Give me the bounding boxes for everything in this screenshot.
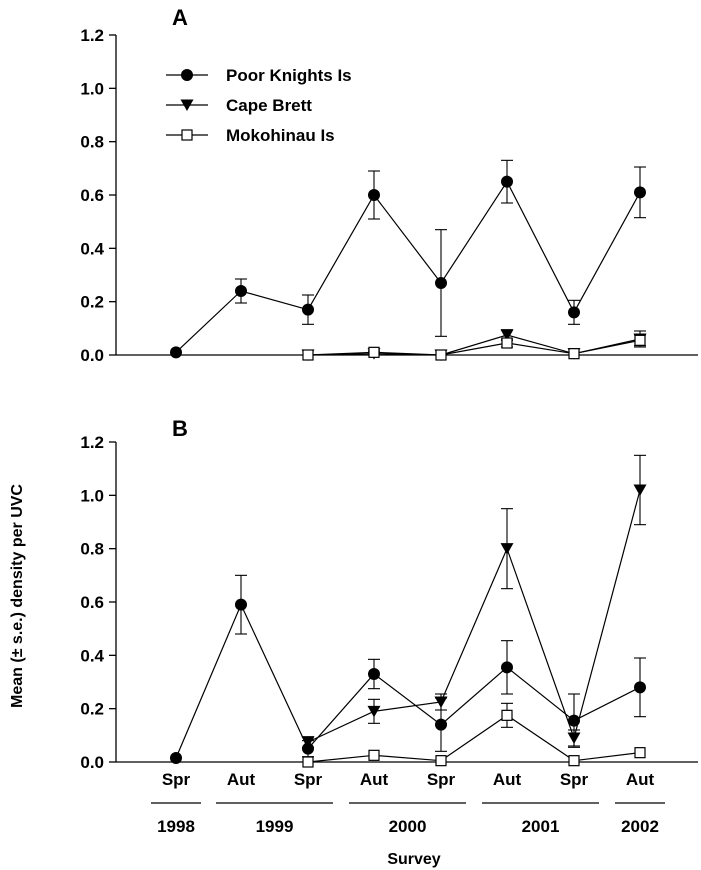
y-tick-label: 0.0	[80, 753, 104, 772]
data-point	[634, 681, 646, 694]
x-category-label: Aut	[360, 770, 389, 789]
data-point	[568, 348, 580, 360]
data-point	[435, 349, 447, 361]
series-line-poor-knights-is	[175, 603, 641, 759]
data-point	[568, 306, 580, 319]
panel-a-series	[170, 159, 647, 361]
data-point	[368, 668, 380, 680]
data-point	[235, 285, 247, 297]
y-tick-label: 0.8	[80, 540, 104, 559]
y-tick-label: 0.0	[80, 346, 104, 365]
legend-label-mokohinau: Mokohinau Is	[226, 126, 335, 145]
series-cape-brett	[301, 329, 647, 361]
year-label: 1999	[256, 817, 294, 836]
panel-a-label: A	[172, 5, 188, 30]
legend-item-cape-brett: Cape Brett	[166, 96, 312, 115]
series-poor-knights-is	[170, 574, 646, 764]
data-point	[568, 714, 580, 727]
data-point	[302, 742, 314, 755]
filled-circle-marker-icon	[181, 69, 193, 81]
data-point	[434, 696, 448, 708]
panel-a-y-ticks: 0.0 0.2 0.4 0.6 0.8 1.0 1.2	[80, 26, 116, 365]
x-category-label: Aut	[493, 770, 522, 789]
y-tick-label: 0.6	[80, 593, 104, 612]
x-axis-label: Survey	[387, 851, 440, 868]
data-point	[302, 349, 314, 361]
data-point	[633, 484, 647, 496]
y-tick-label: 0.2	[80, 700, 104, 719]
data-point	[500, 329, 514, 341]
x-category-label: Spr	[560, 770, 589, 789]
data-point	[302, 303, 314, 316]
x-category-label: Aut	[626, 770, 655, 789]
y-tick-label: 0.8	[80, 133, 104, 152]
panel-b-series	[170, 454, 647, 768]
panel-a-axes	[115, 35, 698, 356]
series-mokohinau-is	[302, 702, 646, 768]
y-axis-label: Mean (± s.e.) density per UVC	[9, 484, 26, 708]
legend-item-mokohinau: Mokohinau Is	[166, 126, 335, 145]
data-point	[634, 334, 646, 346]
data-point	[368, 189, 380, 201]
panel-b-label: B	[172, 416, 188, 441]
y-tick-label: 1.0	[80, 79, 104, 98]
series-line-mokohinau-is	[307, 339, 641, 356]
series-poor-knights-is	[170, 159, 646, 359]
data-point	[302, 756, 314, 768]
data-point	[301, 736, 315, 748]
panel-b: B 0.0 0.2 0.4 0.6 0.8 1.0 1.2	[80, 416, 698, 772]
x-category-label: Aut	[227, 770, 256, 789]
series-line-mokohinau-is	[307, 714, 641, 763]
data-point	[435, 277, 447, 289]
data-point	[368, 749, 380, 761]
y-tick-label: 0.6	[80, 186, 104, 205]
filled-triangle-marker-icon	[180, 99, 194, 111]
x-category-label: Spr	[162, 770, 191, 789]
data-point	[634, 186, 646, 199]
data-point	[501, 709, 513, 721]
series-line-cape-brett	[307, 334, 641, 356]
year-label: 2001	[522, 817, 560, 836]
y-tick-label: 1.2	[80, 26, 104, 45]
data-point	[500, 543, 514, 555]
data-point	[634, 747, 646, 759]
data-point	[568, 755, 580, 767]
data-point	[435, 755, 447, 767]
year-label: 1998	[157, 817, 195, 836]
panel-b-y-ticks: 0.0 0.2 0.4 0.6 0.8 1.0 1.2	[80, 433, 116, 772]
data-point	[567, 732, 581, 744]
x-category-label: Spr	[294, 770, 323, 789]
year-label: 2000	[389, 817, 427, 836]
data-point	[368, 346, 380, 358]
data-point	[501, 337, 513, 349]
x-category-label: Spr	[427, 770, 456, 789]
data-point	[367, 705, 381, 718]
open-square-marker-icon	[181, 129, 193, 141]
legend-label-cape-brett: Cape Brett	[226, 96, 312, 115]
data-point	[235, 598, 247, 611]
data-point	[170, 346, 182, 359]
series-mokohinau-is	[302, 334, 646, 361]
year-labels: 1998 1999 2000 2001 2002	[151, 802, 665, 836]
y-tick-label: 1.0	[80, 486, 104, 505]
panel-a: A 0.0 0.2 0.4 0.6 0.8 1.0 1.2 Poor Knights Is …	[80, 5, 698, 365]
legend-item-poor-knights: Poor Knights Is	[166, 66, 352, 85]
y-tick-label: 1.2	[80, 433, 104, 452]
year-label: 2002	[621, 817, 659, 836]
legend-label-poor-knights: Poor Knights Is	[226, 66, 352, 85]
legend: Poor Knights Is Cape Brett Mokohinau Is	[166, 66, 352, 145]
series-cape-brett	[301, 454, 647, 748]
data-point	[501, 661, 513, 674]
series-line-poor-knights-is	[175, 180, 641, 353]
series-line-cape-brett	[307, 489, 641, 743]
data-point	[501, 175, 513, 188]
data-point	[170, 752, 182, 764]
y-tick-label: 0.2	[80, 293, 104, 312]
x-category-labels: Spr Aut Spr Aut Spr Aut Spr Aut	[162, 770, 655, 789]
data-point	[435, 718, 447, 731]
y-tick-label: 0.4	[80, 239, 104, 258]
y-tick-label: 0.4	[80, 646, 104, 665]
